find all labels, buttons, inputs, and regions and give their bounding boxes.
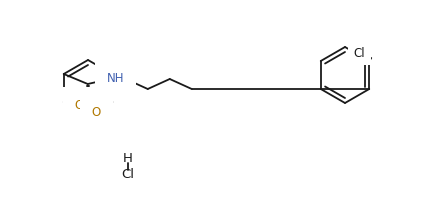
- Text: O: O: [75, 98, 84, 112]
- Text: Cl: Cl: [122, 168, 135, 181]
- Text: O: O: [92, 106, 101, 119]
- Text: H: H: [123, 151, 133, 164]
- Text: Cl: Cl: [354, 46, 365, 59]
- Text: O: O: [92, 100, 101, 113]
- Text: NH: NH: [107, 72, 124, 85]
